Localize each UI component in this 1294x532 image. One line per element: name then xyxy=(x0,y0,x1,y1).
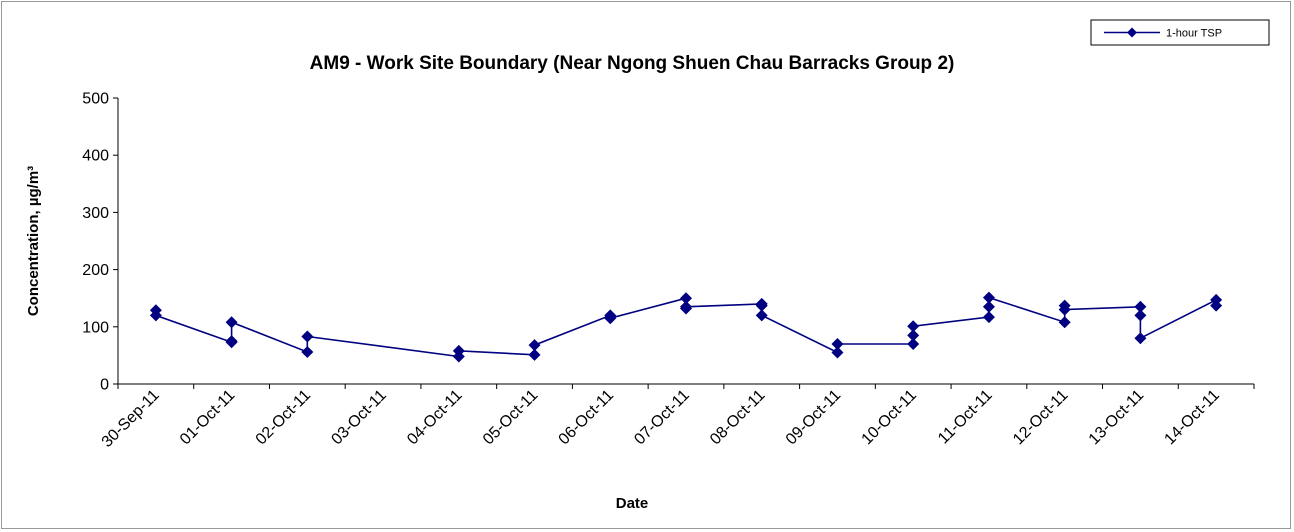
data-point xyxy=(301,330,314,343)
data-point xyxy=(1134,309,1147,322)
x-tick-label: 02-Oct-11 xyxy=(253,387,315,449)
x-axis-label: Date xyxy=(616,495,649,512)
x-tick-label: 09-Oct-11 xyxy=(783,387,845,449)
x-tick-label: 01-Oct-11 xyxy=(177,387,239,449)
x-tick-label: 07-Oct-11 xyxy=(631,387,693,449)
y-tick-label: 300 xyxy=(82,205,109,222)
y-tick-label: 200 xyxy=(82,262,109,279)
x-tick-label: 11-Oct-11 xyxy=(935,387,996,448)
x-tick-label: 30-Sep-11 xyxy=(99,387,163,451)
y-axis-label: Concentration, µg/m³ xyxy=(25,166,42,316)
x-tick-label: 10-Oct-11 xyxy=(859,387,921,449)
series-markers xyxy=(149,291,1223,363)
y-tick-label: 0 xyxy=(100,377,109,394)
chart-title: AM9 - Work Site Boundary (Near Ngong Shu… xyxy=(310,53,955,74)
y-tick-label: 500 xyxy=(82,91,109,108)
data-point xyxy=(225,316,238,329)
data-point xyxy=(1134,332,1147,345)
plot-area: 0 100 200 300 400 500 30-Sep-11 01-Oct-11 02-Oc… xyxy=(82,91,1255,451)
y-axis-ticks: 0 100 200 300 400 500 xyxy=(82,91,118,394)
data-point xyxy=(1058,303,1071,316)
data-point xyxy=(907,329,920,342)
x-tick-label: 13-Oct-11 xyxy=(1086,387,1148,449)
data-point xyxy=(907,337,920,350)
data-point xyxy=(831,337,844,350)
x-tick-label: 12-Oct-11 xyxy=(1010,387,1072,449)
data-point xyxy=(982,311,995,324)
data-point xyxy=(831,346,844,359)
x-tick-label: 04-Oct-11 xyxy=(404,387,466,449)
data-point xyxy=(225,335,238,348)
y-tick-label: 400 xyxy=(82,148,109,165)
y-tick-label: 100 xyxy=(82,319,109,336)
data-point xyxy=(680,300,692,313)
legend-label: 1-hour TSP xyxy=(1166,28,1222,40)
x-tick-label: 05-Oct-11 xyxy=(480,387,542,449)
data-point xyxy=(528,339,541,352)
data-point xyxy=(755,309,768,322)
data-point xyxy=(528,348,541,361)
data-point xyxy=(982,291,995,304)
x-tick-label: 14-Oct-11 xyxy=(1161,387,1223,449)
data-point xyxy=(1210,299,1223,312)
data-point xyxy=(982,300,995,313)
x-axis-ticks: 30-Sep-11 01-Oct-11 02-Oct-11 03-Oct-11 04-O… xyxy=(99,384,1255,451)
legend: 1-hour TSP xyxy=(1090,19,1270,46)
legend-marker xyxy=(1127,27,1137,38)
data-point xyxy=(604,312,617,325)
data-point xyxy=(1058,316,1071,329)
data-point xyxy=(301,345,314,358)
data-point xyxy=(755,299,768,312)
data-point xyxy=(680,292,692,305)
x-tick-label: 03-Oct-11 xyxy=(328,387,390,449)
data-point xyxy=(149,309,162,322)
data-point xyxy=(1134,300,1147,313)
data-point xyxy=(907,320,920,333)
data-point xyxy=(452,344,465,357)
x-tick-label: 06-Oct-11 xyxy=(556,387,618,449)
x-tick-label: 08-Oct-11 xyxy=(707,387,769,449)
